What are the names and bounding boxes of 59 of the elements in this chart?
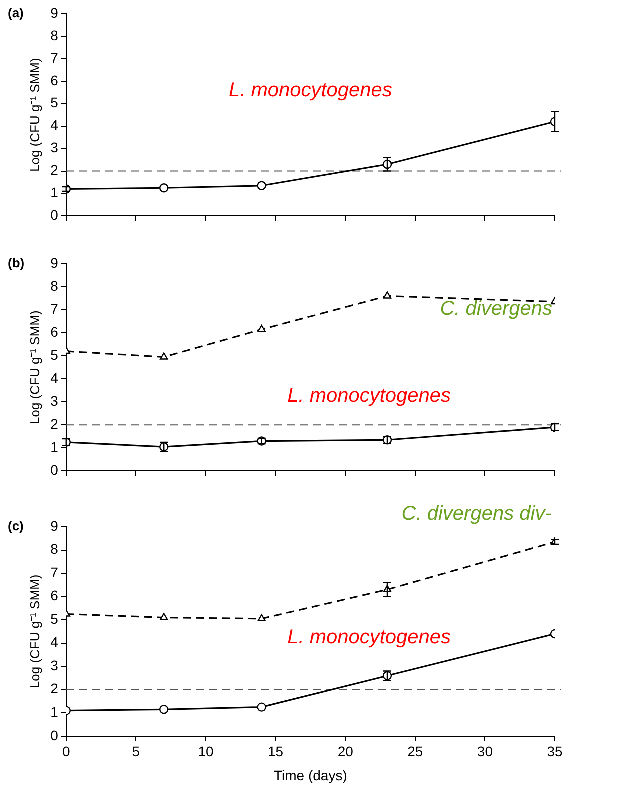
y-tick-label: 5 [50,346,59,363]
series-label: C. divergens [440,298,553,320]
y-tick-label: 8 [50,27,59,44]
x-tick-label: 5 [132,744,140,760]
point [257,181,266,190]
y-tick-label: 5 [50,94,59,111]
y-tick-label: 1 [50,439,59,456]
y-tick-label: 7 [50,300,59,317]
y-tick-label: 3 [50,657,59,674]
point [258,325,266,332]
x-tick-label: 25 [408,744,424,760]
y-tick-label: 3 [50,392,59,409]
y-tick-label: 9 [50,254,59,271]
x-tick-label: 20 [338,744,354,760]
chart-title: (c) [8,518,24,534]
point [160,352,168,360]
point [257,702,266,712]
y-tick-label: 6 [50,588,59,604]
y-tick-label: 1 [50,704,59,720]
y-tick-label: 2 [50,162,59,178]
y-tick-label: 0 [50,462,59,478]
x-tick-label: 15 [268,744,284,760]
y-tick-label: 4 [50,634,59,650]
chart-title: (a) [8,6,24,21]
x-tick-label: 35 [547,744,563,760]
point [160,613,168,620]
y-tick-label: 8 [50,541,59,558]
y-tick-label: 0 [50,727,59,744]
y-tick-label: 3 [50,140,59,156]
y-tick-label: 0 [50,207,59,224]
point [258,614,266,622]
y-tick-label: 9 [50,518,59,534]
chart-title: (b) [8,256,25,271]
point [160,705,169,714]
y-tick-label: 8 [50,278,59,294]
series-label: L. monocytogenes [288,626,452,649]
x-tick-label: 30 [477,744,494,760]
y-tick-label: 7 [50,50,59,66]
series-label: C. divergens div- [402,503,552,525]
y-tick-label: 9 [50,4,59,21]
y-tick-label: 1 [50,184,59,201]
y-axis-title: Log (CFU g⁻¹ SMM) [27,58,42,172]
y-tick-label: 2 [50,680,59,697]
y-tick-label: 5 [50,610,59,627]
series-label: L. monocytogenes [288,385,452,408]
point [160,184,169,193]
y-tick-label: 6 [50,324,59,340]
y-axis-title: Log (CFU g⁻¹ SMM) [27,310,42,424]
y-tick-label: 6 [50,72,59,88]
x-tick-label: 10 [198,744,214,760]
x-axis-title: Time (days) [274,767,348,784]
text: L. monocytogenes [228,79,392,102]
x-tick-label: 0 [62,744,70,760]
y-tick-label: 2 [50,416,59,432]
y-tick-label: 4 [50,370,59,386]
y-tick-label: 7 [50,564,59,580]
y-axis-title: Log (CFU g⁻¹ SMM) [27,574,42,689]
point [383,292,392,299]
y-tick-label: 4 [50,117,59,134]
